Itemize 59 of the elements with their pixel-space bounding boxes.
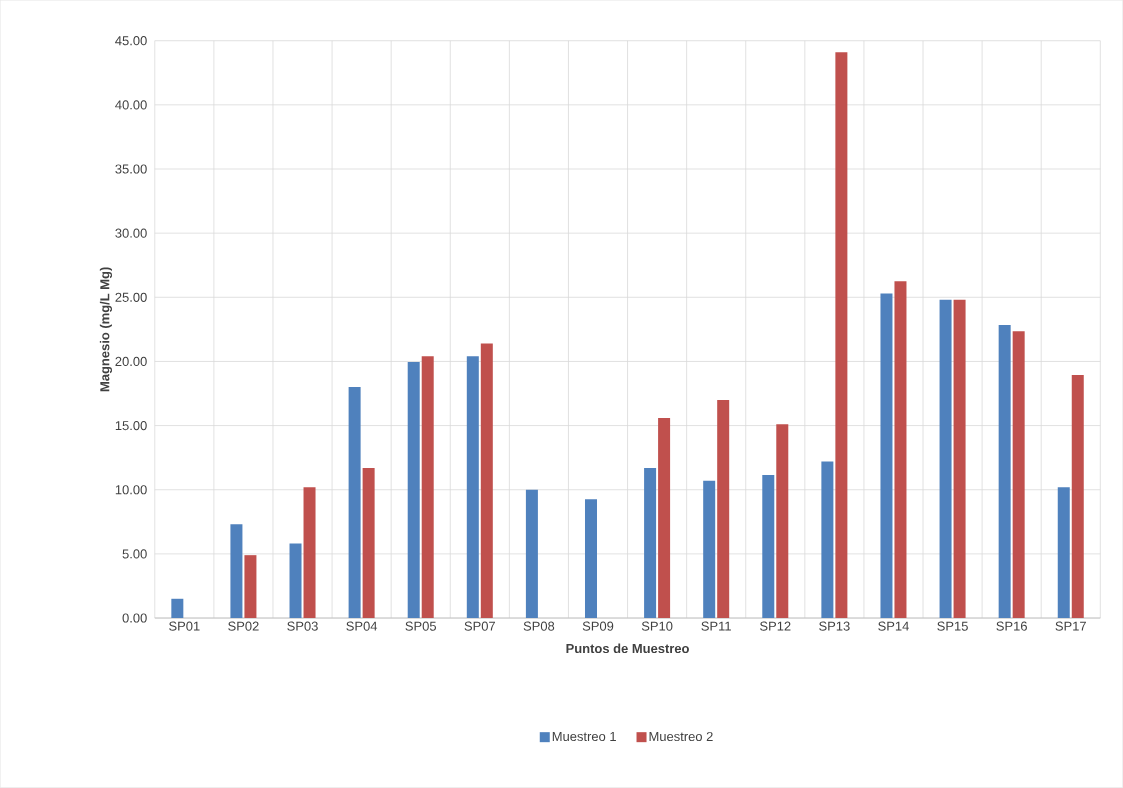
bar [658, 417, 671, 619]
bar [894, 281, 907, 619]
x-tick-label: SP08 [523, 621, 555, 631]
y-tick-label: 25.00 [115, 292, 147, 302]
bar [1057, 487, 1070, 619]
y-tick-label: 40.00 [115, 100, 147, 110]
legend-label: Muestreo 2 [649, 731, 713, 742]
x-tick-label: SP05 [405, 621, 437, 631]
bar [939, 299, 952, 619]
bar [821, 461, 834, 619]
y-axis-title: Magnesio (mg/L Mg) [99, 267, 112, 392]
y-tick-label: 5.00 [122, 549, 147, 559]
y-tick-label: 20.00 [115, 356, 147, 367]
x-tick-label: SP14 [878, 621, 909, 631]
x-tick-label: SP07 [464, 621, 495, 631]
bar [584, 499, 597, 619]
x-tick-label: SP02 [228, 621, 259, 631]
x-tick-label: SP15 [937, 621, 968, 631]
y-tick-label: 30.00 [115, 228, 147, 238]
x-tick-label: SP17 [1055, 621, 1086, 631]
x-tick-label: SP13 [819, 621, 850, 631]
x-tick-label: SP04 [346, 621, 378, 631]
x-tick-label: SP11 [701, 621, 731, 631]
bar [407, 362, 420, 619]
y-tick-label: 15.00 [115, 421, 147, 431]
bar [421, 356, 434, 619]
bar [480, 343, 493, 619]
x-tick-label: SP01 [169, 621, 200, 631]
legend-label: Muestreo 1 [552, 732, 616, 742]
x-tick-label: SP12 [760, 621, 791, 631]
x-tick-label: SP03 [287, 621, 318, 631]
bar [953, 299, 966, 619]
y-tick-label: 10.00 [115, 485, 147, 495]
bar [362, 468, 375, 619]
bar [644, 468, 657, 619]
x-tick-label: SP10 [641, 621, 673, 631]
bar [880, 293, 893, 619]
bar [776, 424, 789, 619]
bar [1071, 375, 1084, 619]
y-tick-label: 0.00 [122, 613, 147, 623]
bar [171, 598, 184, 619]
bar [230, 524, 243, 619]
y-tick-label: 35.00 [115, 164, 147, 174]
y-tick-label: 45.00 [115, 36, 147, 46]
bar [348, 387, 361, 619]
x-tick-label: SP09 [582, 621, 614, 631]
bar [289, 543, 302, 619]
bar [1012, 331, 1025, 619]
bar [998, 324, 1011, 619]
bar [525, 489, 538, 619]
bar [762, 475, 775, 619]
bar [303, 487, 316, 619]
bar [244, 555, 257, 619]
bar [717, 400, 730, 619]
bar [466, 356, 479, 619]
x-axis-title: Puntos de Muestreo [566, 643, 689, 654]
x-tick-label: SP16 [996, 621, 1027, 631]
bar [703, 480, 716, 619]
bar [835, 52, 848, 619]
